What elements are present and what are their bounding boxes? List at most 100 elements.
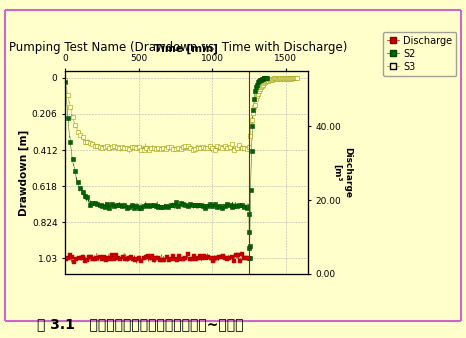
Point [287, 76, 295, 81]
Point [261, 75, 269, 81]
Point [69, 115, 76, 120]
Point [135, 205, 143, 211]
Point [137, 148, 145, 153]
Point [162, 203, 170, 208]
Point [64, 115, 72, 120]
Point [288, 75, 295, 81]
Point [267, 76, 275, 81]
Point [150, 146, 158, 151]
Point [209, 203, 216, 209]
Point [209, 258, 216, 264]
Point [231, 147, 238, 152]
Point [199, 144, 206, 150]
Point [207, 255, 214, 261]
Point [213, 144, 221, 149]
Point [250, 104, 258, 110]
Point [116, 145, 123, 150]
Y-axis label: Discharge
[m³: Discharge [m³ [333, 147, 352, 198]
Point [127, 255, 135, 260]
Point [278, 76, 286, 81]
Point [64, 93, 72, 98]
Point [240, 204, 248, 209]
Point [75, 255, 82, 261]
Point [264, 77, 271, 83]
Point [150, 202, 158, 208]
Point [223, 201, 231, 207]
Point [242, 256, 250, 261]
Point [74, 179, 82, 185]
Point [137, 205, 145, 210]
Point [113, 203, 121, 208]
Point [273, 75, 280, 81]
Point [254, 79, 262, 84]
Point [164, 144, 172, 149]
Point [266, 76, 273, 82]
Point [262, 77, 269, 82]
Point [226, 202, 233, 208]
Point [246, 229, 253, 235]
Point [217, 254, 225, 260]
Point [71, 123, 79, 128]
Point [62, 257, 70, 262]
Point [233, 203, 240, 208]
Point [86, 202, 94, 208]
Point [184, 143, 192, 148]
Point [92, 256, 99, 262]
Point [196, 254, 204, 259]
Point [123, 205, 130, 210]
Point [163, 255, 170, 260]
Point [211, 201, 219, 207]
Point [113, 252, 120, 258]
Point [152, 256, 160, 261]
Point [101, 145, 108, 150]
Point [263, 78, 270, 84]
Point [135, 144, 143, 149]
Point [79, 190, 86, 195]
Point [174, 145, 182, 151]
Point [238, 251, 246, 257]
Point [131, 257, 139, 262]
Point [259, 76, 267, 82]
Point [172, 146, 179, 151]
Point [236, 258, 244, 264]
Point [283, 76, 291, 81]
Point [256, 86, 263, 92]
Point [179, 201, 187, 207]
Point [143, 202, 150, 208]
Point [192, 146, 199, 151]
Point [89, 256, 97, 261]
X-axis label: Time [min]: Time [min] [154, 44, 219, 54]
Point [226, 144, 233, 149]
Point [234, 252, 241, 258]
Point [173, 257, 181, 262]
Point [200, 254, 208, 259]
Point [231, 204, 238, 209]
Point [260, 75, 267, 81]
Point [257, 77, 265, 83]
Point [91, 200, 98, 206]
Point [246, 245, 253, 250]
Point [249, 111, 257, 116]
Point [248, 117, 256, 122]
Point [145, 203, 152, 209]
Point [178, 256, 185, 261]
Point [285, 76, 293, 82]
Point [196, 146, 204, 151]
Point [246, 243, 254, 248]
Point [257, 84, 264, 90]
Point [120, 202, 128, 208]
Point [157, 258, 164, 263]
Point [116, 256, 124, 262]
Point [184, 203, 192, 209]
Point [100, 254, 108, 259]
Point [167, 256, 174, 262]
Point [110, 203, 118, 209]
Point [154, 256, 162, 261]
Point [79, 254, 87, 260]
Point [228, 255, 235, 260]
Point [125, 146, 133, 151]
Point [211, 148, 219, 153]
Point [238, 146, 246, 151]
Point [194, 145, 201, 150]
Point [251, 102, 259, 107]
